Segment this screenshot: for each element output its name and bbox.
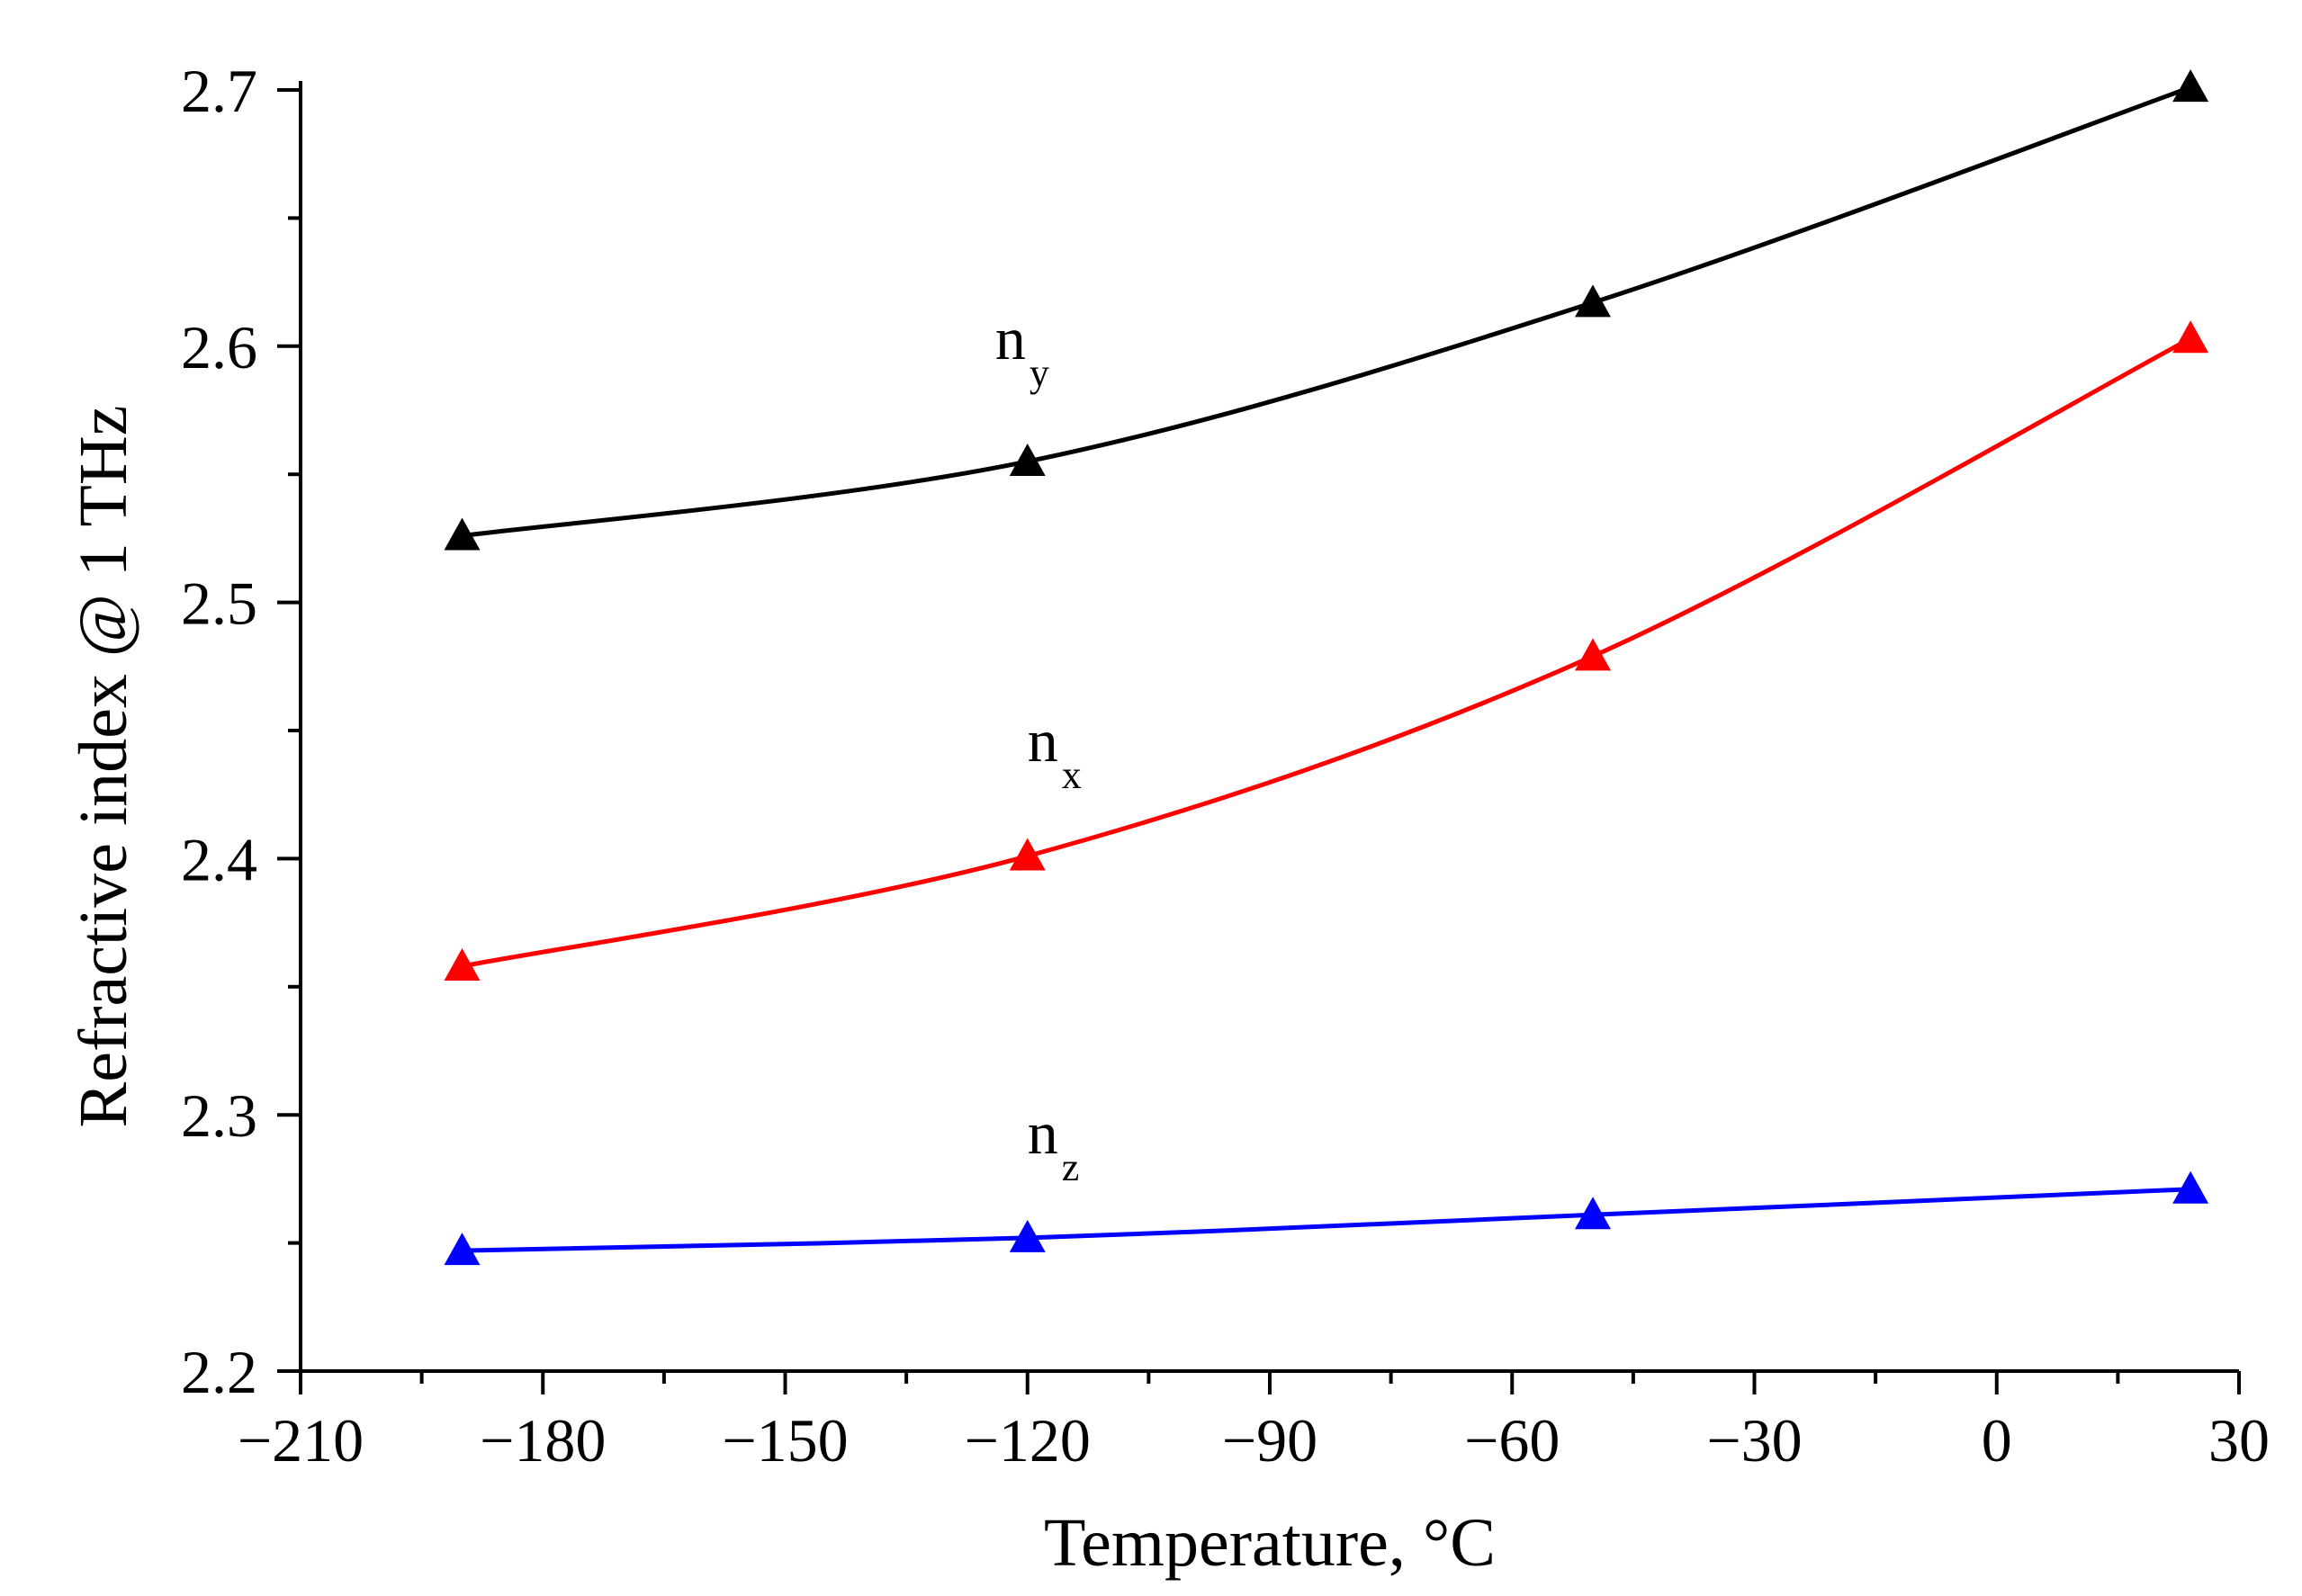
series-marker-nz — [1575, 1197, 1611, 1230]
y-tick-label: 2.4 — [181, 825, 257, 893]
series-label-main: n — [995, 304, 1026, 372]
y-tick-label: 2.7 — [181, 57, 257, 125]
x-tick-label: 0 — [1982, 1406, 2012, 1475]
x-axis-title: Temperature, °C — [1044, 1505, 1496, 1581]
x-tick-label: −120 — [965, 1406, 1091, 1475]
series-label-nz: nz — [1028, 1098, 1080, 1189]
series-label-main: n — [1028, 1098, 1058, 1167]
series-marker-nx — [1009, 838, 1046, 871]
series-marker-nz — [2172, 1170, 2209, 1204]
x-tick-label: 30 — [2208, 1406, 2270, 1475]
series-label-nx: nx — [1028, 706, 1082, 797]
x-tick-label: −30 — [1706, 1406, 1802, 1475]
series-label-sub: z — [1062, 1145, 1080, 1189]
y-tick-label: 2.6 — [181, 313, 257, 381]
x-tick-label: −60 — [1464, 1406, 1560, 1475]
series-label-main: n — [1028, 706, 1058, 775]
series-marker-nz — [1009, 1219, 1046, 1252]
y-tick-label: 2.5 — [181, 569, 257, 638]
x-tick-label: −210 — [238, 1406, 364, 1475]
series-marker-ny — [2172, 69, 2209, 103]
series-marker-nz — [444, 1233, 481, 1266]
axes — [299, 81, 2239, 1373]
series-marker-nx — [444, 948, 481, 982]
ticks: −210 −180 −150 −120 −90 −60 −30 0 30 2.2 2.3 2.4 2.5… — [181, 57, 2270, 1475]
x-tick-label: −90 — [1222, 1406, 1317, 1475]
series-label-sub: y — [1030, 351, 1049, 395]
series-label-sub: x — [1062, 753, 1082, 797]
series-marker-nx — [1575, 638, 1611, 671]
series-marker-ny — [444, 517, 481, 551]
series-line-nz — [462, 1187, 2191, 1253]
y-tick-label: 2.2 — [181, 1338, 257, 1406]
x-tick-label: −150 — [722, 1406, 848, 1475]
series-line-nx — [462, 336, 2192, 969]
series-line-ny — [462, 85, 2191, 539]
series-label-ny: ny — [995, 304, 1049, 395]
y-axis-title: Refractive index @ 1 THz — [66, 406, 141, 1128]
series-marker-nx — [2172, 320, 2209, 354]
series-marker-ny — [1009, 443, 1046, 476]
x-tick-label: −180 — [480, 1406, 606, 1475]
series-layer — [444, 69, 2209, 1266]
y-tick-label: 2.3 — [181, 1081, 257, 1150]
series-marker-ny — [1575, 284, 1611, 318]
